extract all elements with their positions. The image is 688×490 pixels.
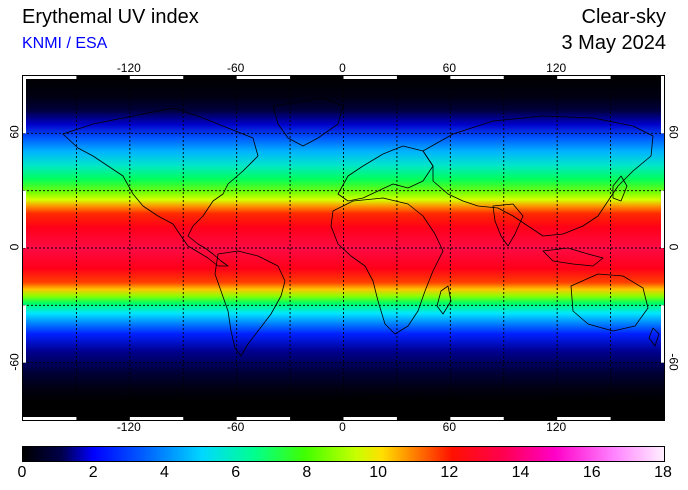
border-tick-segment bbox=[343, 76, 397, 79]
map-overlay bbox=[23, 76, 664, 420]
border-tick-segment bbox=[661, 76, 664, 134]
latitude-label: 0 bbox=[6, 243, 21, 251]
asia-outline bbox=[422, 115, 654, 237]
border-tick-segment bbox=[450, 76, 504, 79]
longitude-label: -60 bbox=[226, 61, 245, 75]
colorbar-label: 2 bbox=[88, 464, 98, 481]
colorbar-label: 0 bbox=[17, 464, 27, 481]
latitude-label: 0 bbox=[665, 243, 680, 251]
longitude-label: 0 bbox=[339, 420, 346, 434]
continent-outlines bbox=[23, 97, 664, 407]
antarctica-outline bbox=[23, 395, 664, 407]
uv-index-map bbox=[22, 75, 665, 421]
border-tick-segment bbox=[23, 417, 77, 420]
new-zealand-outline bbox=[648, 327, 660, 347]
longitude-label: 0 bbox=[339, 61, 346, 75]
longitude-label: 120 bbox=[546, 61, 567, 75]
latitude-label: 60 bbox=[7, 125, 22, 140]
colorbar-label: 10 bbox=[369, 464, 387, 481]
japan-outline bbox=[612, 175, 628, 202]
latitude-label: -60 bbox=[666, 352, 681, 371]
uv-colorbar bbox=[22, 446, 665, 462]
north-america-outline bbox=[62, 107, 259, 267]
colorbar-label: 6 bbox=[231, 464, 241, 481]
map-title: Erythemal UV index bbox=[22, 6, 199, 28]
map-source: KNMI / ESA bbox=[22, 35, 108, 52]
colorbar-label: 18 bbox=[654, 464, 672, 481]
indonesia-outline bbox=[542, 247, 604, 267]
africa-outline bbox=[330, 197, 444, 335]
longitude-label: 60 bbox=[442, 420, 456, 434]
border-tick-segment bbox=[23, 76, 26, 134]
colorbar-label: 8 bbox=[302, 464, 312, 481]
australia-outline bbox=[570, 273, 649, 332]
graticule bbox=[23, 76, 664, 420]
border-tick-segment bbox=[661, 190, 664, 248]
border-tick-segment bbox=[129, 76, 184, 79]
longitude-label: 120 bbox=[546, 420, 567, 434]
longitude-label: -60 bbox=[226, 420, 245, 434]
longitude-label: 60 bbox=[442, 61, 456, 75]
latitude-label: -60 bbox=[7, 352, 22, 371]
border-tick-segment bbox=[450, 417, 504, 420]
longitude-label: -120 bbox=[116, 61, 141, 75]
europe-outline bbox=[337, 145, 434, 202]
colorbar-label: 4 bbox=[159, 464, 169, 481]
border-tick-segment bbox=[557, 76, 611, 79]
colorbar-label: 14 bbox=[511, 464, 530, 481]
border-tick-segment bbox=[129, 417, 184, 420]
india-outline bbox=[492, 203, 524, 247]
latitude-label: 60 bbox=[666, 125, 681, 140]
border-tick-segment bbox=[23, 76, 77, 79]
axis-ticks bbox=[23, 76, 664, 420]
map-date: 3 May 2024 bbox=[561, 32, 666, 54]
border-tick-segment bbox=[236, 417, 291, 420]
madagascar-outline bbox=[436, 285, 452, 315]
border-tick-segment bbox=[23, 190, 26, 248]
colorbar-label: 16 bbox=[582, 464, 601, 481]
longitude-label: -120 bbox=[116, 420, 141, 434]
sky-mode-label: Clear-sky bbox=[581, 6, 666, 28]
colorbar-label: 12 bbox=[440, 464, 459, 481]
south-america-outline bbox=[214, 250, 286, 357]
border-tick-segment bbox=[661, 305, 664, 363]
greenland-outline bbox=[272, 97, 344, 147]
border-tick-segment bbox=[236, 76, 291, 79]
border-tick-segment bbox=[343, 417, 397, 420]
border-tick-segment bbox=[557, 417, 611, 420]
border-tick-segment bbox=[23, 305, 26, 363]
